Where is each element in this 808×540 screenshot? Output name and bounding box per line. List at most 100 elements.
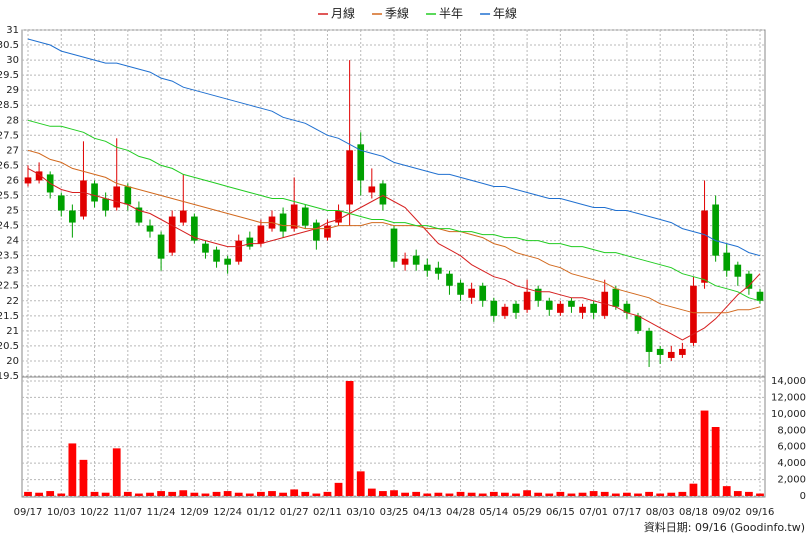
volume-bar: [223, 491, 232, 496]
legend-label: 半年: [439, 7, 463, 21]
y-tick-label: 27.5: [0, 130, 19, 141]
candle-body: [257, 225, 265, 244]
candle-body: [102, 198, 109, 211]
volume-bar: [556, 491, 565, 496]
candle-body: [35, 171, 43, 181]
volume-bar: [57, 493, 66, 496]
volume-bar: [135, 493, 143, 496]
volume-bar: [123, 491, 132, 496]
y-tick-label: 28.5: [0, 100, 19, 111]
volume-bar: [68, 443, 77, 496]
x-tick-label: 10/22: [80, 507, 109, 518]
volume-bar: [423, 493, 432, 496]
volume-tick-label: 14,000: [771, 376, 806, 387]
x-tick-label: 02/11: [313, 507, 342, 518]
volume-bar: [401, 492, 409, 496]
candle-body: [435, 267, 442, 274]
volume-bar: [722, 486, 731, 496]
volume-bar: [501, 492, 509, 496]
y-tick-label: 26: [6, 175, 19, 186]
candle-body: [69, 210, 76, 223]
y-tick-label: 23.5: [0, 251, 19, 262]
moving-average-line: [27, 119, 761, 302]
candle-body: [290, 204, 298, 229]
volume-tick-label: 2,000: [777, 475, 806, 486]
y-tick-label: 30.5: [0, 40, 19, 51]
volume-bar: [290, 489, 299, 496]
y-tick-label: 19.5: [0, 371, 19, 382]
candle-body: [313, 222, 320, 241]
volume-bar: [623, 492, 631, 496]
x-tick-label: 07/01: [579, 507, 608, 518]
candle-body: [135, 207, 143, 223]
legend-label: 月線: [331, 6, 355, 21]
volume-bar: [367, 488, 376, 496]
candle-body: [279, 213, 287, 232]
volume-bar: [489, 491, 498, 496]
y-tick-label: 26.5: [0, 160, 19, 171]
candle-body: [457, 282, 464, 295]
candle-body: [579, 306, 586, 313]
candle-body: [124, 186, 132, 205]
x-tick-label: 04/28: [446, 507, 475, 518]
volume-tick-label: 0: [800, 491, 806, 502]
volume-tick-label: 4,000: [777, 458, 806, 469]
volume-bar: [201, 493, 210, 496]
volume-bar: [678, 491, 687, 496]
x-tick-label: 09/17: [14, 507, 43, 518]
candle-body: [379, 183, 387, 205]
candle-body: [191, 216, 198, 241]
volume-tick-label: 12,000: [771, 392, 806, 403]
volume-tick-label: 10,000: [771, 409, 806, 420]
candle-body: [756, 291, 764, 301]
moving-average-line: [27, 167, 761, 341]
candle-body: [179, 210, 187, 223]
x-tick-label: 04/13: [413, 507, 442, 518]
candle-body: [712, 204, 719, 256]
candle-body: [346, 150, 353, 205]
x-tick-label: 05/29: [513, 507, 542, 518]
volume-bar: [35, 492, 43, 496]
x-tick-label: 12/24: [213, 507, 242, 518]
y-tick-label: 28: [6, 115, 19, 126]
volume-bar: [412, 491, 421, 496]
volume-bar: [634, 493, 642, 496]
x-tick-label: 08/03: [646, 507, 675, 518]
candle-body: [645, 330, 653, 352]
x-tick-label: 11/24: [147, 507, 176, 518]
volume-bar: [667, 492, 676, 496]
y-tick-label: 21.5: [0, 311, 19, 322]
candle-body: [412, 255, 420, 265]
x-tick-label: 06/15: [546, 507, 575, 518]
volume-bar: [90, 491, 99, 496]
y-tick-label: 30: [6, 55, 19, 66]
volume-bar: [46, 491, 55, 496]
volume-bar: [467, 492, 476, 496]
volume-bar: [190, 492, 199, 496]
volume-bar: [656, 493, 665, 496]
candle-body: [745, 273, 753, 289]
candle-body: [623, 303, 631, 313]
volume-tick-label: 8,000: [777, 425, 806, 436]
candle-body: [390, 228, 398, 262]
candle-body: [423, 264, 431, 271]
candle-body: [612, 288, 620, 307]
candle-body: [357, 144, 365, 181]
candle-body: [534, 288, 542, 301]
volume-bar: [301, 491, 310, 496]
candle-body: [335, 210, 342, 223]
volume-bar: [157, 491, 165, 496]
candle-body: [368, 186, 376, 193]
x-tick-label: 08/18: [679, 507, 708, 518]
moving-average-line: [27, 38, 761, 257]
volume-bar: [101, 492, 110, 496]
y-tick-label: 21: [6, 326, 19, 337]
volume-bar: [733, 491, 742, 496]
volume-bar: [79, 459, 88, 496]
x-tick-label: 10/03: [47, 507, 76, 518]
volume-tick-label: 6,000: [777, 442, 806, 453]
candle-body: [590, 303, 597, 313]
candle-body: [734, 264, 742, 277]
y-tick-label: 29: [6, 85, 19, 96]
candle-body: [512, 303, 520, 313]
